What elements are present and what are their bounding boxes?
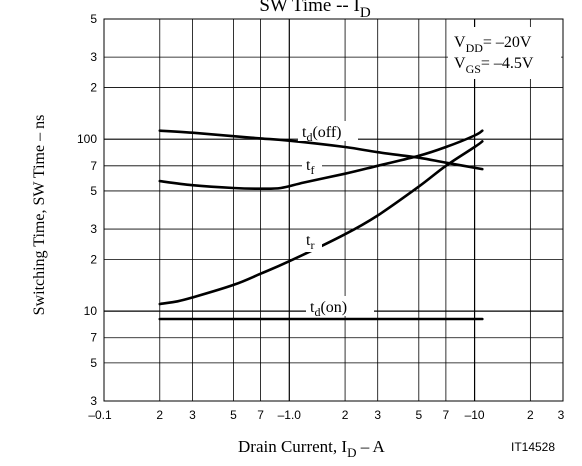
- condition-vdd: VDD= –20V: [454, 34, 532, 55]
- x-tick-label: 7: [257, 408, 264, 422]
- y-tick-labels: 3 5 7 10 2 3 5 7 100 2 3 5: [77, 12, 97, 408]
- svg-text:tf: tf: [306, 157, 314, 177]
- series-label-tf: tf: [302, 157, 322, 177]
- svg-text:td(on): td(on): [310, 299, 347, 319]
- x-tick-label: –0.1: [88, 408, 112, 422]
- x-tick-label: –10: [465, 408, 485, 422]
- svg-text:td(off): td(off): [302, 124, 341, 144]
- x-tick-label: 2: [156, 408, 163, 422]
- y-tick-label: 3: [90, 394, 97, 408]
- conditions-box-bg: [448, 27, 561, 79]
- figure-id: IT14528: [511, 440, 555, 454]
- y-tick-label: 2: [90, 252, 97, 266]
- y-tick-label: 7: [90, 159, 97, 173]
- series-label-td-on: td(on): [306, 296, 374, 319]
- series-label-td-off: td(off): [298, 121, 358, 144]
- condition-vgs: VGS= –4.5V: [454, 55, 534, 76]
- y-tick-label: 10: [84, 304, 98, 318]
- x-tick-label: 2: [342, 408, 349, 422]
- series-line-td-off: [158, 129, 484, 171]
- y-tick-label: 5: [90, 356, 97, 370]
- x-tick-labels: –0.1 2 3 5 7 –1.0 2 3 5 7 –10 2 3: [88, 408, 564, 422]
- y-tick-label: 2: [90, 80, 97, 94]
- x-tick-label: 5: [230, 408, 237, 422]
- plot-frame: [103, 18, 564, 402]
- series-label-tr: tr: [302, 232, 322, 252]
- x-tick-label: –1.0: [278, 408, 302, 422]
- x-tick-label: 5: [415, 408, 422, 422]
- y-tick-label: 3: [90, 50, 97, 64]
- x-tick-label: 3: [189, 408, 196, 422]
- x-tick-label: 3: [374, 408, 381, 422]
- svg-text:tr: tr: [306, 232, 314, 252]
- chart-title: SW Time -- ID: [259, 0, 370, 21]
- conditions-box: VDD= –20V VGS= –4.5V: [448, 27, 561, 79]
- y-tick-label: 7: [90, 331, 97, 345]
- x-axis-label: Drain Current, ID – A: [238, 437, 386, 460]
- series-line-tf: [158, 129, 484, 191]
- y-tick-label: 3: [90, 222, 97, 236]
- x-tick-label: 7: [443, 408, 450, 422]
- y-tick-label: 5: [90, 184, 97, 198]
- x-tick-label: 3: [558, 408, 565, 422]
- y-tick-label: 100: [77, 132, 97, 146]
- x-tick-label: 2: [527, 408, 534, 422]
- y-tick-label: 5: [90, 12, 97, 26]
- y-axis-label: Switching Time, SW Time – ns: [31, 115, 48, 316]
